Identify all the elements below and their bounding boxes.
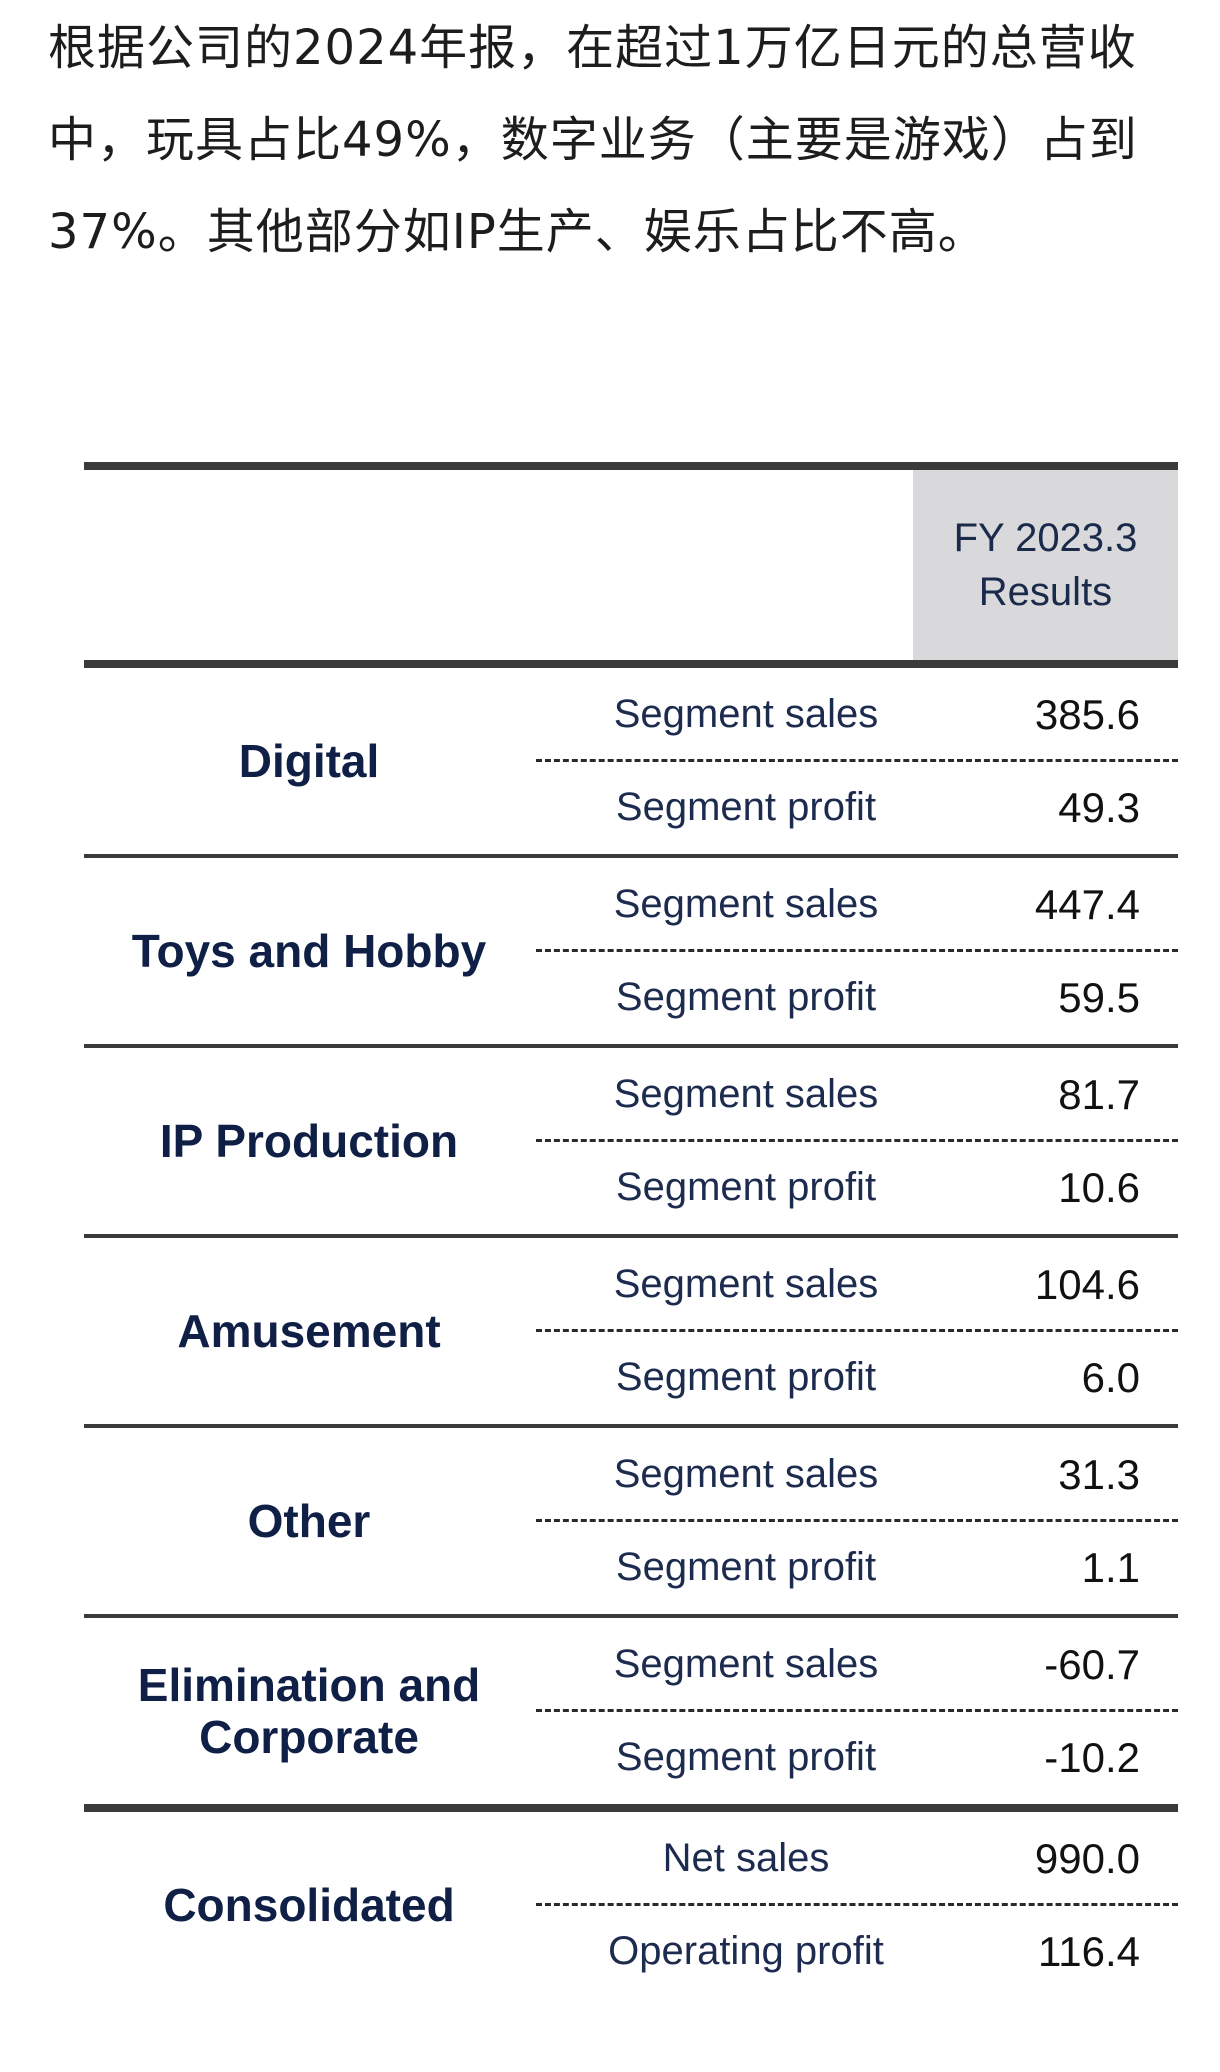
metric-value: -10.2 — [1044, 1733, 1140, 1781]
metric-label: Segment sales — [613, 882, 879, 926]
intro-paragraph: 根据公司的2024年报，在超过1万亿日元的总营收中，玩具占比49%，数字业务（主… — [48, 20, 1138, 260]
metric-label: Segment profit — [615, 1735, 877, 1779]
metric-row: Segment sales 104.6 — [536, 1238, 1178, 1331]
metric-value: 81.7 — [1058, 1070, 1140, 1118]
metric-value: 385.6 — [1034, 690, 1140, 738]
fy-header-line2: Results — [978, 570, 1113, 614]
metric-row: Segment profit 6.0 — [536, 1331, 1178, 1424]
segment-name: Toys and Hobby — [131, 925, 487, 977]
metric-row: Segment sales 81.7 — [536, 1048, 1178, 1141]
dashed-divider — [536, 1139, 1178, 1142]
header-bottom-rule — [84, 660, 1178, 668]
row-rule — [84, 1234, 1178, 1238]
metric-label: Segment sales — [613, 692, 879, 736]
segment-name: Elimination and Corporate — [137, 1659, 481, 1763]
segment-row-elimination-and-corporate: Elimination and Corporate Segment sales … — [84, 1618, 1178, 1804]
metric-value: 6.0 — [1081, 1353, 1140, 1401]
metric-value: 990.0 — [1034, 1834, 1140, 1882]
row-rule — [84, 1424, 1178, 1428]
metric-row: Segment sales -60.7 — [536, 1618, 1178, 1711]
segment-row-other: Other Segment sales 31.3 Segment profit … — [84, 1428, 1178, 1614]
metric-row: Segment sales 31.3 — [536, 1428, 1178, 1521]
fy-header-line1: FY 2023.3 — [953, 516, 1138, 560]
segment-name: Amusement — [177, 1305, 441, 1357]
metric-value: 10.6 — [1058, 1163, 1140, 1211]
metric-row: Segment profit 59.5 — [536, 951, 1178, 1044]
metric-value: 1.1 — [1081, 1543, 1140, 1591]
metric-value: 116.4 — [1038, 1927, 1140, 1975]
row-rule — [84, 854, 1178, 858]
metric-value: 59.5 — [1058, 973, 1140, 1021]
metric-row: Segment profit -10.2 — [536, 1711, 1178, 1804]
metric-value: 447.4 — [1034, 880, 1140, 928]
metric-row: Segment sales 385.6 — [536, 668, 1178, 761]
metric-row: Segment sales 447.4 — [536, 858, 1178, 951]
metric-label: Segment profit — [615, 1545, 877, 1589]
consolidated-top-rule — [84, 1804, 1178, 1812]
metric-row: Segment profit 10.6 — [536, 1141, 1178, 1234]
metric-label: Segment profit — [615, 975, 877, 1019]
segment-row-amusement: Amusement Segment sales 104.6 Segment pr… — [84, 1238, 1178, 1424]
row-rule — [84, 1044, 1178, 1048]
metric-value: 104.6 — [1034, 1260, 1140, 1308]
segment-results-table: FY 2023.3 Results Digital Segment sales … — [84, 462, 1178, 1998]
dashed-divider — [536, 949, 1178, 952]
metric-value: 31.3 — [1058, 1450, 1140, 1498]
dashed-divider — [536, 759, 1178, 762]
dashed-divider — [536, 1519, 1178, 1522]
segment-row-consolidated: Consolidated Net sales 990.0 Operating p… — [84, 1812, 1178, 1998]
metric-label: Segment profit — [615, 1355, 877, 1399]
metric-label: Segment sales — [613, 1642, 879, 1686]
metric-value: -60.7 — [1044, 1640, 1140, 1688]
table-header-row: FY 2023.3 Results — [84, 470, 1178, 660]
segment-name: Other — [247, 1495, 371, 1547]
segment-name: Digital — [238, 735, 380, 787]
metric-label: Segment profit — [615, 785, 877, 829]
metric-label: Segment sales — [613, 1452, 879, 1496]
segment-row-ip-production: IP Production Segment sales 81.7 Segment… — [84, 1048, 1178, 1234]
fy-column-header: FY 2023.3 Results — [913, 470, 1178, 660]
dashed-divider — [536, 1709, 1178, 1712]
metric-row: Operating profit 116.4 — [536, 1905, 1178, 1998]
row-rule — [84, 1614, 1178, 1618]
metric-value: 49.3 — [1058, 783, 1140, 831]
segment-name: Consolidated — [163, 1879, 455, 1931]
metric-label: Segment sales — [613, 1072, 879, 1116]
segment-row-toys-and-hobby: Toys and Hobby Segment sales 447.4 Segme… — [84, 858, 1178, 1044]
metric-label: Segment sales — [613, 1262, 879, 1306]
dashed-divider — [536, 1903, 1178, 1906]
metric-row: Net sales 990.0 — [536, 1812, 1178, 1905]
metric-label: Operating profit — [608, 1929, 884, 1973]
metric-label: Net sales — [662, 1836, 830, 1880]
metric-row: Segment profit 49.3 — [536, 761, 1178, 854]
table-top-rule — [84, 462, 1178, 470]
segment-row-digital: Digital Segment sales 385.6 Segment prof… — [84, 668, 1178, 854]
segment-name: IP Production — [159, 1115, 459, 1167]
dashed-divider — [536, 1329, 1178, 1332]
metric-row: Segment profit 1.1 — [536, 1521, 1178, 1614]
metric-label: Segment profit — [615, 1165, 877, 1209]
